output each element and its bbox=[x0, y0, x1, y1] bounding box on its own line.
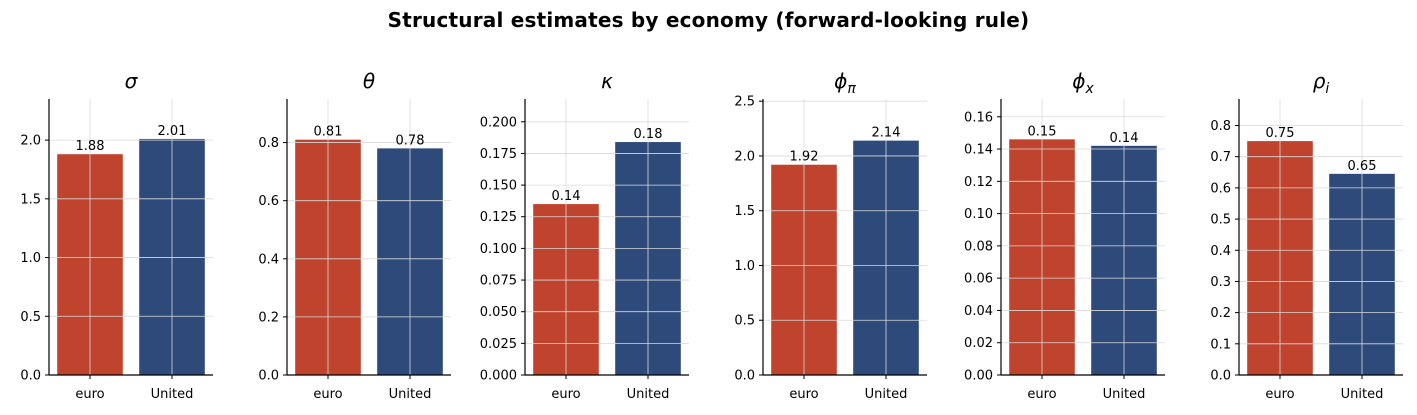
y-tick-label: 0.100 bbox=[480, 242, 517, 257]
subplot-4: 0.0 0.5 1.0 1.5 2.0 2.5 euro United 1.92 2.14 ϕπ bbox=[734, 69, 927, 402]
data-label-euro: 1.92 bbox=[790, 150, 819, 165]
subplot-title: σ bbox=[125, 69, 139, 93]
x-tick-label-euro: euro bbox=[551, 387, 580, 402]
subplot-title: ϕx bbox=[1072, 69, 1094, 97]
y-tick-label: 0.0 bbox=[734, 369, 755, 384]
y-tick-label: 0.08 bbox=[964, 239, 993, 254]
y-tick-label: 0.7 bbox=[1210, 150, 1231, 165]
y-tick-label: 0.075 bbox=[480, 274, 517, 289]
y-tick-label: 0.04 bbox=[964, 304, 993, 319]
data-label-united: 0.78 bbox=[396, 133, 425, 148]
y-tick-label: 0.06 bbox=[964, 272, 993, 287]
y-tick-label: 1.5 bbox=[734, 204, 755, 219]
figure-title: Structural estimates by economy (forward… bbox=[387, 8, 1030, 32]
y-tick-label: 1.0 bbox=[20, 251, 41, 266]
subplot-title: θ bbox=[363, 69, 375, 93]
y-tick-label: 0.125 bbox=[480, 210, 517, 225]
data-label-united: 0.65 bbox=[1348, 159, 1377, 174]
data-label-euro: 0.15 bbox=[1028, 124, 1057, 139]
subplot-1: 0.0 0.5 1.0 1.5 2.0 euro United 1.88 2.01 σ bbox=[20, 69, 213, 402]
x-tick-label-euro: euro bbox=[1027, 387, 1056, 402]
y-tick-label: 2.0 bbox=[734, 149, 755, 164]
y-tick-label: 0.16 bbox=[964, 110, 993, 125]
y-tick-label: 1.0 bbox=[734, 259, 755, 274]
y-tick-label: 0.10 bbox=[964, 207, 993, 222]
subplot-title: ρi bbox=[1313, 69, 1330, 97]
subplot-title: κ bbox=[601, 69, 613, 93]
y-tick-label: 0.5 bbox=[734, 314, 755, 329]
y-tick-label: 0.000 bbox=[480, 369, 517, 384]
y-tick-label: 0.200 bbox=[480, 115, 517, 130]
y-tick-label: 0.12 bbox=[964, 175, 993, 190]
y-tick-label: 0.2 bbox=[1210, 306, 1231, 321]
y-tick-label: 0.150 bbox=[480, 179, 517, 194]
data-label-united: 0.14 bbox=[1110, 131, 1139, 146]
x-tick-label-united: United bbox=[151, 387, 194, 402]
subplot-3: 0.000 0.025 0.050 0.075 0.100 0.125 0.150 0.175… bbox=[480, 69, 689, 402]
y-tick-label: 2.5 bbox=[734, 95, 755, 110]
x-tick-label-united: United bbox=[1103, 387, 1146, 402]
x-tick-label-euro: euro bbox=[789, 387, 818, 402]
data-label-euro: 0.81 bbox=[314, 125, 343, 140]
subplot-2: 0.0 0.2 0.4 0.6 0.8 euro United 0.81 0.78 θ bbox=[258, 69, 451, 402]
y-tick-label: 0.14 bbox=[964, 143, 993, 158]
y-tick-label: 0.0 bbox=[258, 369, 279, 384]
data-label-united: 0.18 bbox=[634, 127, 663, 142]
y-tick-label: 0.5 bbox=[1210, 213, 1231, 228]
y-tick-label: 0.5 bbox=[20, 310, 41, 325]
x-tick-label-united: United bbox=[627, 387, 670, 402]
data-label-euro: 0.14 bbox=[552, 189, 581, 204]
x-tick-label-united: United bbox=[1341, 387, 1384, 402]
x-tick-label-euro: euro bbox=[313, 387, 342, 402]
data-label-euro: 0.75 bbox=[1266, 126, 1295, 141]
y-tick-label: 1.5 bbox=[20, 192, 41, 207]
y-tick-label: 0.2 bbox=[258, 310, 279, 325]
y-tick-label: 0.175 bbox=[480, 147, 517, 162]
y-tick-label: 0.1 bbox=[1210, 337, 1231, 352]
subplot-6: 0.0 0.1 0.2 0.3 0.4 0.5 0.6 0.7 0.8 euro United 0.7… bbox=[1210, 69, 1403, 402]
data-label-united: 2.14 bbox=[872, 126, 901, 141]
subplot-title: ϕπ bbox=[834, 69, 856, 97]
x-tick-label-united: United bbox=[389, 387, 432, 402]
x-tick-label-euro: euro bbox=[1265, 387, 1294, 402]
y-tick-label: 0.0 bbox=[1210, 369, 1231, 384]
data-label-united: 2.01 bbox=[158, 124, 187, 139]
x-tick-label-united: United bbox=[865, 387, 908, 402]
y-tick-label: 0.4 bbox=[1210, 244, 1231, 259]
y-tick-label: 0.02 bbox=[964, 336, 993, 351]
x-tick-label-euro: euro bbox=[75, 387, 104, 402]
y-tick-label: 0.3 bbox=[1210, 275, 1231, 290]
y-tick-label: 0.6 bbox=[1210, 181, 1231, 196]
y-tick-label: 0.00 bbox=[964, 369, 993, 384]
y-tick-label: 0.8 bbox=[1210, 119, 1231, 134]
y-tick-label: 0.050 bbox=[480, 305, 517, 320]
y-tick-label: 0.6 bbox=[258, 194, 279, 209]
y-tick-label: 0.8 bbox=[258, 136, 279, 151]
subplot-5: 0.00 0.02 0.04 0.06 0.08 0.10 0.12 0.14 0.16 euro… bbox=[964, 69, 1165, 402]
y-tick-label: 0.0 bbox=[20, 369, 41, 384]
y-tick-label: 0.4 bbox=[258, 252, 279, 267]
data-label-euro: 1.88 bbox=[76, 139, 105, 154]
y-tick-label: 2.0 bbox=[20, 134, 41, 149]
y-tick-label: 0.025 bbox=[480, 337, 517, 352]
